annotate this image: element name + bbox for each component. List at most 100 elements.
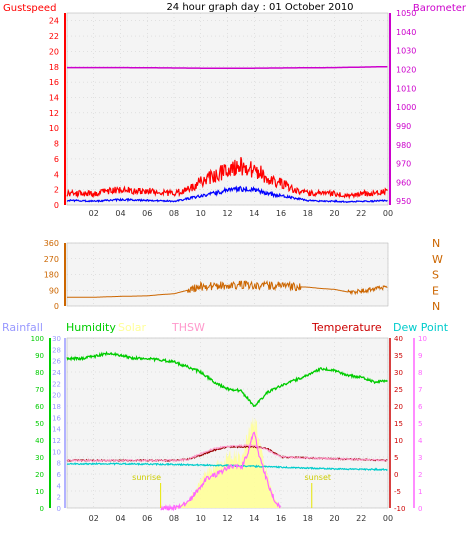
- right-tick-label: 1020: [396, 65, 416, 74]
- series-gust: [66, 156, 388, 200]
- left-tick-label: 14: [49, 93, 59, 102]
- right-tick-label: 1050: [396, 9, 416, 18]
- marker-label: sunset: [304, 473, 331, 482]
- temperature-tick-label: 15: [394, 420, 403, 428]
- rain-tick-label: 16: [52, 414, 61, 422]
- legend-label: THSW: [171, 321, 205, 334]
- x-tick-label: 12: [222, 209, 232, 218]
- humidity-tick-label: 50: [35, 420, 44, 428]
- left-tick-label: 20: [49, 47, 59, 56]
- temperature-tick-label: 10: [394, 437, 403, 445]
- left-tick-label: 16: [49, 78, 59, 87]
- right-tick-label: 950: [396, 197, 411, 206]
- humidity-tick-label: 100: [31, 335, 44, 343]
- x-tick-label: 16: [276, 209, 286, 218]
- left-tick-label: 12: [49, 109, 59, 118]
- legend-label: Dew Point: [393, 321, 449, 334]
- rain-tick-label: 12: [52, 437, 61, 445]
- rain-tick-label: 26: [52, 358, 61, 366]
- humidity-tick-label: 20: [35, 471, 44, 479]
- x-tick-label: 10: [196, 209, 206, 218]
- left-tick-label: 18: [49, 63, 59, 72]
- rain-tick-label: 6: [57, 471, 62, 479]
- x-tick-label: 06: [142, 514, 152, 523]
- right-axis-label: Barometer: [413, 3, 467, 14]
- humidity-tick-label: 10: [35, 488, 44, 496]
- x-tick-label: 22: [356, 209, 366, 218]
- legend-label: Solar: [118, 321, 147, 334]
- left-tick-label: 0: [54, 201, 59, 210]
- uv-tick-label: 7: [418, 386, 422, 394]
- left-tick-label: 22: [49, 32, 59, 41]
- legend-label: Rainfall: [2, 321, 43, 334]
- compass-label: E: [432, 284, 439, 297]
- rain-tick-label: 30: [52, 335, 61, 343]
- rain-tick-label: 4: [57, 482, 62, 490]
- temperature-tick-label: -5: [394, 488, 401, 496]
- rain-tick-label: 20: [52, 392, 61, 400]
- legend-label: Humidity: [66, 321, 116, 334]
- left-tick-label: 24: [49, 17, 59, 26]
- series-avg: [66, 185, 388, 204]
- left-tick-label: 180: [44, 271, 59, 280]
- x-tick-label: 22: [356, 514, 366, 523]
- x-tick-label: 10: [196, 514, 206, 523]
- right-tick-label: 990: [396, 122, 411, 131]
- humidity-tick-label: 80: [35, 369, 44, 377]
- x-tick-label: 20: [329, 514, 339, 523]
- x-tick-label: 00: [383, 209, 393, 218]
- uv-tick-label: 6: [418, 403, 423, 411]
- series-solar_uv: [160, 431, 281, 512]
- right-tick-label: 980: [396, 141, 411, 150]
- series-humidity: [66, 350, 388, 408]
- x-tick-label: 18: [303, 209, 313, 218]
- left-tick-label: 270: [44, 255, 59, 264]
- marker-label: sunrise: [132, 473, 161, 482]
- compass-label: W: [432, 253, 443, 266]
- left-tick-label: 2: [54, 186, 59, 195]
- x-tick-label: 08: [169, 209, 179, 218]
- x-tick-label: 16: [276, 514, 286, 523]
- temperature-tick-label: 30: [394, 369, 403, 377]
- rain-tick-label: 24: [52, 369, 61, 377]
- temperature-tick-label: 20: [394, 403, 403, 411]
- uv-tick-label: 1: [418, 488, 422, 496]
- uv-tick-label: 8: [418, 369, 422, 377]
- x-tick-label: 14: [249, 209, 259, 218]
- left-tick-label: 360: [44, 239, 59, 248]
- x-tick-label: 18: [303, 514, 313, 523]
- left-tick-label: 0: [54, 302, 59, 311]
- uv-tick-label: 0: [418, 505, 422, 513]
- left-tick-label: 6: [54, 155, 59, 164]
- humidity-tick-label: 40: [35, 437, 44, 445]
- humidity-tick-label: 30: [35, 454, 44, 462]
- temperature-tick-label: 25: [394, 386, 403, 394]
- legend-label: Temperature: [311, 321, 382, 334]
- series-wind-direction: [67, 279, 388, 298]
- x-tick-label: 00: [383, 514, 393, 523]
- rain-tick-label: 8: [57, 460, 61, 468]
- humidity-tick-label: 90: [35, 352, 44, 360]
- right-tick-label: 1000: [396, 103, 416, 112]
- series-baro: [67, 65, 388, 70]
- humidity-tick-label: 70: [35, 386, 44, 394]
- uv-tick-label: 5: [418, 420, 422, 428]
- x-tick-label: 14: [249, 514, 259, 523]
- temperature-tick-label: -10: [394, 505, 405, 513]
- rain-tick-label: 0: [57, 505, 61, 513]
- left-tick-label: 90: [49, 286, 59, 295]
- uv-tick-label: 10: [418, 335, 427, 343]
- temperature-tick-label: 35: [394, 352, 403, 360]
- x-tick-label: 04: [115, 209, 125, 218]
- uv-tick-label: 2: [418, 471, 422, 479]
- series-thsw: [66, 444, 388, 463]
- rain-tick-label: 28: [52, 346, 61, 354]
- x-tick-label: 12: [222, 514, 232, 523]
- right-tick-label: 1010: [396, 84, 416, 93]
- uv-tick-label: 4: [418, 437, 423, 445]
- right-tick-label: 1040: [396, 28, 416, 37]
- humidity-tick-label: 0: [40, 505, 44, 513]
- uv-tick-label: 9: [418, 352, 422, 360]
